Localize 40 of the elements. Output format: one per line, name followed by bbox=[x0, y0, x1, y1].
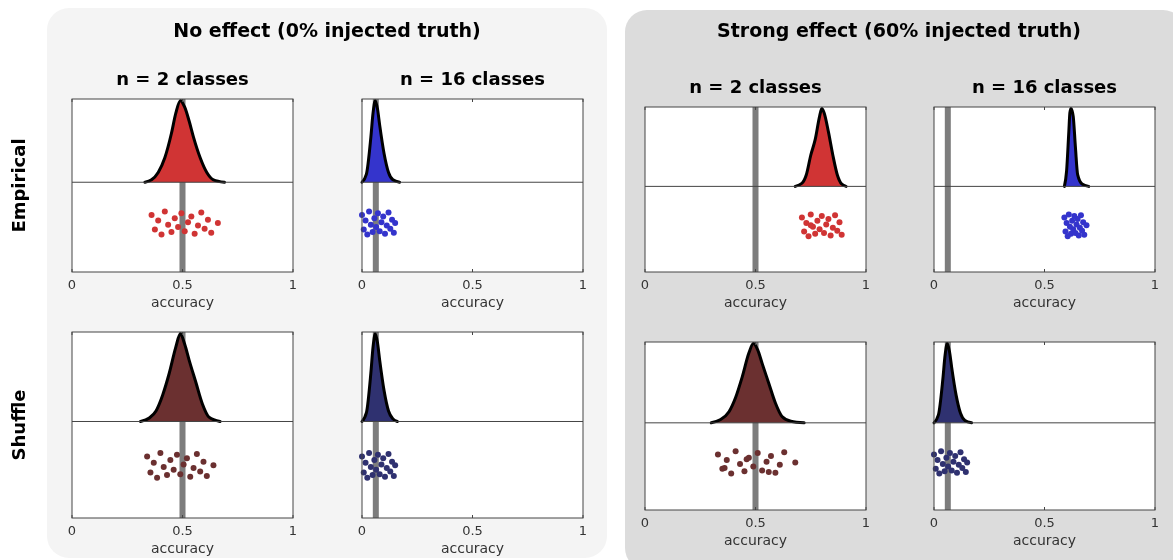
x-tick-label: 0.5 bbox=[1034, 515, 1055, 530]
x-tick-label: 1 bbox=[578, 277, 588, 292]
y-axis-title: Shuffle bbox=[8, 389, 29, 461]
x-tick-label: 0 bbox=[67, 523, 77, 538]
chart-subtitle: n = 16 classes bbox=[399, 68, 546, 89]
x-tick-label: 1 bbox=[1150, 515, 1160, 530]
chart-subtitle: n = 2 classes bbox=[116, 68, 249, 89]
x-tick-label: 0.5 bbox=[745, 277, 766, 292]
x-tick-label: 1 bbox=[861, 515, 871, 530]
chart-title: Strong effect (60% injected truth) bbox=[717, 19, 1081, 41]
x-tick-label: 0 bbox=[357, 523, 367, 538]
x-tick-label: 0.5 bbox=[462, 277, 483, 292]
chart-title: No effect (0% injected truth) bbox=[173, 19, 481, 41]
x-axis-title: accuracy bbox=[1012, 532, 1077, 548]
x-tick-label: 1 bbox=[288, 277, 298, 292]
x-tick-label: 0.5 bbox=[172, 523, 193, 538]
y-axis-title: Empirical bbox=[8, 138, 29, 233]
chart-subtitle: n = 2 classes bbox=[689, 76, 822, 97]
x-tick-label: 0 bbox=[929, 277, 939, 292]
x-tick-label: 0 bbox=[640, 277, 650, 292]
x-tick-label: 1 bbox=[288, 523, 298, 538]
x-tick-label: 1 bbox=[578, 523, 588, 538]
x-axis-title: accuracy bbox=[440, 294, 505, 310]
x-axis-title: accuracy bbox=[440, 540, 505, 556]
x-tick-label: 0 bbox=[640, 515, 650, 530]
x-axis-title: accuracy bbox=[723, 532, 788, 548]
x-tick-label: 0.5 bbox=[172, 277, 193, 292]
x-axis-title: accuracy bbox=[1012, 294, 1077, 310]
x-axis-title: accuracy bbox=[723, 294, 788, 310]
x-tick-label: 0 bbox=[929, 515, 939, 530]
x-tick-label: 0.5 bbox=[745, 515, 766, 530]
x-tick-label: 0.5 bbox=[462, 523, 483, 538]
x-tick-label: 0 bbox=[357, 277, 367, 292]
chart-subtitle: n = 16 classes bbox=[971, 76, 1118, 97]
x-tick-label: 0.5 bbox=[1034, 277, 1055, 292]
x-tick-label: 0 bbox=[67, 277, 77, 292]
x-tick-label: 1 bbox=[861, 277, 871, 292]
x-axis-title: accuracy bbox=[150, 540, 215, 556]
x-axis-title: accuracy bbox=[150, 294, 215, 310]
x-tick-label: 1 bbox=[1150, 277, 1160, 292]
